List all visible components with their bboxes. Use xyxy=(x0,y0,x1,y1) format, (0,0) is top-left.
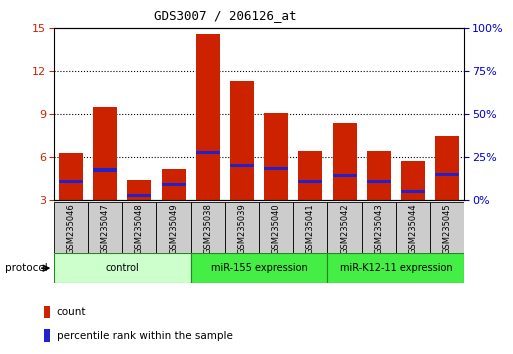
Bar xyxy=(367,152,391,200)
Text: miR-155 expression: miR-155 expression xyxy=(211,263,307,273)
Bar xyxy=(435,173,459,176)
Bar xyxy=(93,107,117,200)
Bar xyxy=(264,113,288,200)
Text: GSM235040: GSM235040 xyxy=(272,203,281,254)
FancyBboxPatch shape xyxy=(156,202,191,253)
Bar xyxy=(127,194,151,197)
Bar xyxy=(230,81,254,200)
Bar xyxy=(401,190,425,193)
FancyBboxPatch shape xyxy=(225,202,259,253)
FancyBboxPatch shape xyxy=(191,253,327,283)
Bar xyxy=(44,306,50,318)
Text: GSM235039: GSM235039 xyxy=(238,203,246,254)
Bar xyxy=(162,183,186,186)
Text: GSM235043: GSM235043 xyxy=(374,203,383,254)
Text: protocol: protocol xyxy=(5,263,48,273)
Bar xyxy=(264,167,288,170)
FancyBboxPatch shape xyxy=(362,202,396,253)
Bar xyxy=(401,161,425,200)
Text: GSM235048: GSM235048 xyxy=(135,203,144,254)
Text: GSM235047: GSM235047 xyxy=(101,203,110,254)
Bar xyxy=(435,136,459,200)
Text: percentile rank within the sample: percentile rank within the sample xyxy=(56,331,232,341)
FancyBboxPatch shape xyxy=(430,202,464,253)
Bar xyxy=(59,153,83,200)
FancyBboxPatch shape xyxy=(293,202,327,253)
FancyBboxPatch shape xyxy=(191,202,225,253)
FancyBboxPatch shape xyxy=(54,253,191,283)
FancyBboxPatch shape xyxy=(327,253,464,283)
Bar xyxy=(299,152,322,200)
FancyBboxPatch shape xyxy=(327,202,362,253)
Bar xyxy=(93,169,117,172)
FancyBboxPatch shape xyxy=(122,202,156,253)
Bar xyxy=(127,180,151,200)
Text: GSM235041: GSM235041 xyxy=(306,203,315,254)
Bar xyxy=(332,174,357,177)
Text: GDS3007 / 206126_at: GDS3007 / 206126_at xyxy=(154,9,297,22)
Bar xyxy=(162,169,186,200)
Bar xyxy=(332,123,357,200)
Bar xyxy=(230,164,254,167)
FancyBboxPatch shape xyxy=(88,202,122,253)
Bar xyxy=(299,180,322,183)
Text: GSM235042: GSM235042 xyxy=(340,203,349,254)
FancyBboxPatch shape xyxy=(259,202,293,253)
Text: GSM235049: GSM235049 xyxy=(169,203,178,254)
Text: GSM235044: GSM235044 xyxy=(408,203,418,254)
Text: count: count xyxy=(56,307,86,317)
FancyBboxPatch shape xyxy=(396,202,430,253)
FancyBboxPatch shape xyxy=(54,202,88,253)
Bar xyxy=(44,330,50,342)
Bar xyxy=(59,180,83,183)
Text: miR-K12-11 expression: miR-K12-11 expression xyxy=(340,263,452,273)
Text: GSM235046: GSM235046 xyxy=(67,203,75,254)
Text: GSM235038: GSM235038 xyxy=(203,203,212,254)
Text: control: control xyxy=(105,263,139,273)
Bar xyxy=(196,151,220,154)
Text: GSM235045: GSM235045 xyxy=(443,203,451,254)
Bar xyxy=(367,180,391,183)
Bar xyxy=(196,34,220,200)
